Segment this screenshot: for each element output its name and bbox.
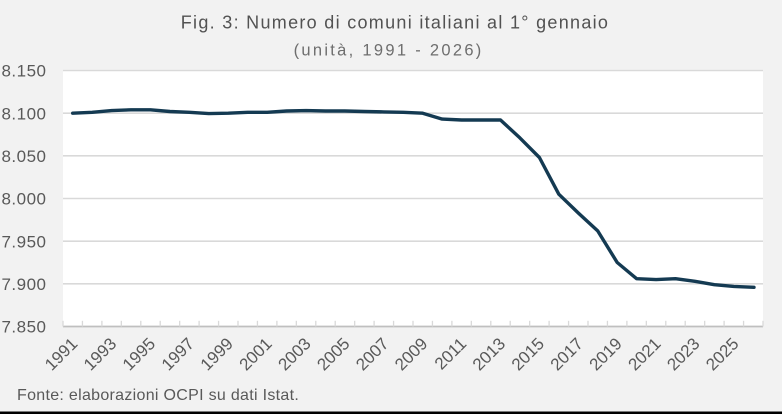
svg-text:7.950: 7.950 [1,232,46,251]
svg-text:Fig. 3: Numero di comuni itali: Fig. 3: Numero di comuni italiani al 1° … [181,13,610,33]
svg-text:7.900: 7.900 [1,275,46,294]
svg-text:8.100: 8.100 [1,104,46,123]
svg-text:Fonte: elaborazioni OCPI su da: Fonte: elaborazioni OCPI su dati Istat. [17,387,299,404]
svg-text:8.050: 8.050 [1,147,46,166]
svg-text:8.000: 8.000 [1,190,46,209]
svg-text:(unità, 1991 - 2026): (unità, 1991 - 2026) [294,42,484,60]
svg-text:7.850: 7.850 [1,318,46,337]
svg-text:8.150: 8.150 [1,62,46,81]
